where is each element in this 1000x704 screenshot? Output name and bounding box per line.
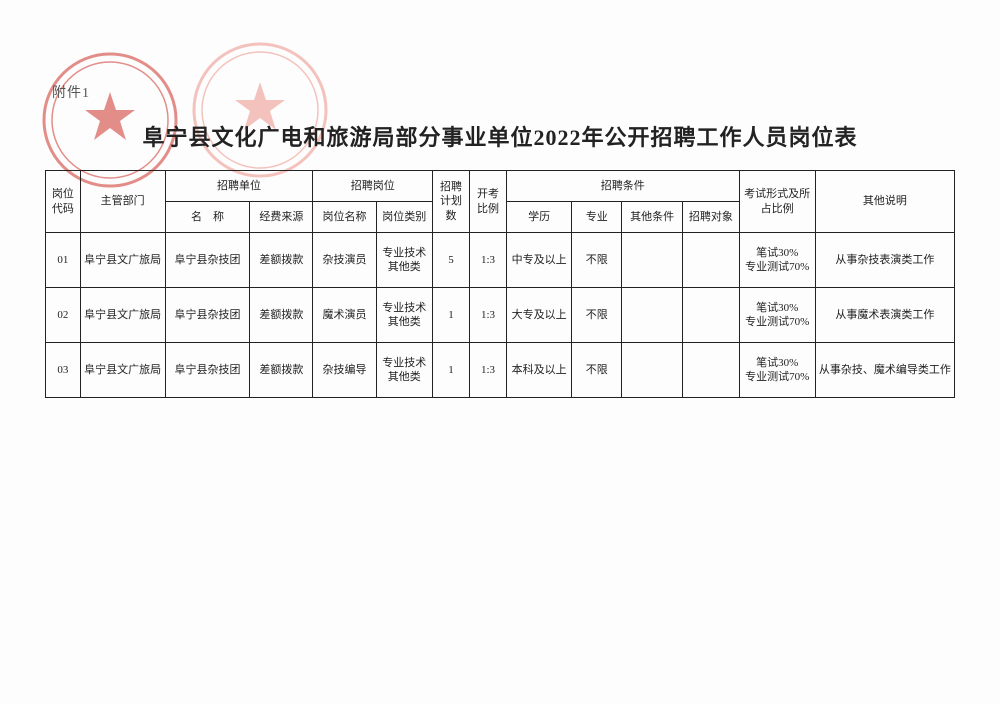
cell-other	[622, 343, 683, 398]
cell-note: 从事杂技表演类工作	[815, 233, 954, 288]
cell-ratio: 1:3	[470, 343, 507, 398]
th-cond-target: 招聘对象	[683, 202, 740, 233]
th-plan: 招聘计划数	[433, 171, 470, 233]
cell-target	[683, 343, 740, 398]
cell-ratio: 1:3	[470, 288, 507, 343]
cell-dept: 阜宁县文广旅局	[80, 233, 165, 288]
th-post-name: 岗位名称	[313, 202, 376, 233]
th-unit-name: 名 称	[165, 202, 250, 233]
th-note: 其他说明	[815, 171, 954, 233]
cell-major: 不限	[572, 233, 622, 288]
th-ratio: 开考比例	[470, 171, 507, 233]
th-code: 岗位代码	[46, 171, 81, 233]
cell-exam: 笔试30%专业测试70%	[739, 233, 815, 288]
cell-edu: 中专及以上	[506, 233, 571, 288]
positions-tbody: 01 阜宁县文广旅局 阜宁县杂技团 差额拨款 杂技演员 专业技术其他类 5 1:…	[46, 233, 955, 398]
cell-fund: 差额拨款	[250, 288, 313, 343]
th-unit-g: 招聘单位	[165, 171, 313, 202]
cell-target	[683, 288, 740, 343]
attachment-label: 附件1	[52, 82, 90, 102]
th-cond-major: 专业	[572, 202, 622, 233]
cell-other	[622, 233, 683, 288]
positions-table-wrap: 岗位代码 主管部门 招聘单位 招聘岗位 招聘计划数 开考比例 招聘条件 考试形式…	[45, 170, 955, 398]
cell-pname: 魔术演员	[313, 288, 376, 343]
positions-table: 岗位代码 主管部门 招聘单位 招聘岗位 招聘计划数 开考比例 招聘条件 考试形式…	[45, 170, 955, 398]
cell-dept: 阜宁县文广旅局	[80, 288, 165, 343]
th-post-g: 招聘岗位	[313, 171, 433, 202]
th-exam: 考试形式及所占比例	[739, 171, 815, 233]
cell-note: 从事杂技、魔术编导类工作	[815, 343, 954, 398]
cell-exam: 笔试30%专业测试70%	[739, 343, 815, 398]
cell-unit: 阜宁县杂技团	[165, 233, 250, 288]
cell-unit: 阜宁县杂技团	[165, 343, 250, 398]
cell-other	[622, 288, 683, 343]
document-page: { "attachment_label": "附件1", "title": "阜…	[0, 0, 1000, 704]
cell-code: 02	[46, 288, 81, 343]
th-post-type: 岗位类别	[376, 202, 433, 233]
cell-plan: 5	[433, 233, 470, 288]
th-cond-g: 招聘条件	[506, 171, 739, 202]
cell-ratio: 1:3	[470, 233, 507, 288]
table-row: 01 阜宁县文广旅局 阜宁县杂技团 差额拨款 杂技演员 专业技术其他类 5 1:…	[46, 233, 955, 288]
cell-fund: 差额拨款	[250, 233, 313, 288]
cell-fund: 差额拨款	[250, 343, 313, 398]
table-row: 03 阜宁县文广旅局 阜宁县杂技团 差额拨款 杂技编导 专业技术其他类 1 1:…	[46, 343, 955, 398]
cell-dept: 阜宁县文广旅局	[80, 343, 165, 398]
cell-plan: 1	[433, 288, 470, 343]
cell-code: 03	[46, 343, 81, 398]
cell-major: 不限	[572, 288, 622, 343]
cell-exam: 笔试30%专业测试70%	[739, 288, 815, 343]
cell-ptype: 专业技术其他类	[376, 233, 433, 288]
page-title: 阜宁县文化广电和旅游局部分事业单位2022年公开招聘工作人员岗位表	[0, 120, 1000, 152]
cell-edu: 本科及以上	[506, 343, 571, 398]
th-cond-other: 其他条件	[622, 202, 683, 233]
cell-target	[683, 233, 740, 288]
cell-note: 从事魔术表演类工作	[815, 288, 954, 343]
official-seal-right	[190, 40, 330, 180]
cell-plan: 1	[433, 343, 470, 398]
th-unit-fund: 经费来源	[250, 202, 313, 233]
cell-unit: 阜宁县杂技团	[165, 288, 250, 343]
th-dept: 主管部门	[80, 171, 165, 233]
cell-major: 不限	[572, 343, 622, 398]
table-row: 02 阜宁县文广旅局 阜宁县杂技团 差额拨款 魔术演员 专业技术其他类 1 1:…	[46, 288, 955, 343]
cell-code: 01	[46, 233, 81, 288]
cell-pname: 杂技演员	[313, 233, 376, 288]
cell-ptype: 专业技术其他类	[376, 343, 433, 398]
cell-edu: 大专及以上	[506, 288, 571, 343]
cell-pname: 杂技编导	[313, 343, 376, 398]
cell-ptype: 专业技术其他类	[376, 288, 433, 343]
th-cond-edu: 学历	[506, 202, 571, 233]
